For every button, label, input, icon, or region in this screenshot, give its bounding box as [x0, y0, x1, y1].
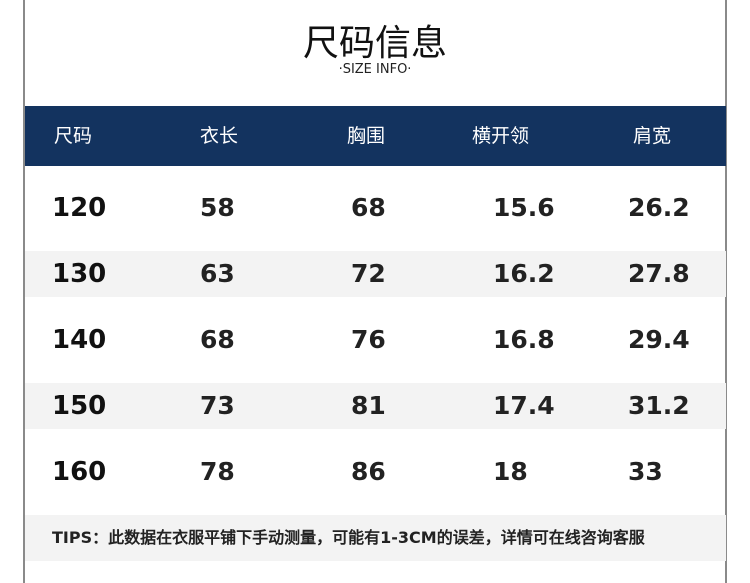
table-row: 150 73 81 17.4 31.2 [25, 383, 726, 429]
table-row: 160 78 86 18 33 [25, 449, 726, 495]
table-cell: 68 [351, 193, 386, 222]
table-cell: 17.4 [493, 391, 555, 420]
table-cell: 120 [52, 193, 107, 223]
table-cell: 73 [200, 391, 235, 420]
page-subtitle: ·SIZE INFO· [338, 62, 412, 77]
table-cell: 76 [351, 325, 386, 354]
column-header: 胸围 [347, 125, 386, 147]
table-cell: 58 [200, 193, 235, 222]
tips-note: TIPS：此数据在衣服平铺下手动测量，可能有1-3CM的误差，详情可在线咨询客服 [25, 515, 726, 561]
table-row: 140 68 76 16.8 29.4 [25, 317, 726, 363]
table-cell: 33 [628, 457, 663, 486]
table-cell: 160 [52, 457, 107, 487]
table-cell: 16.2 [493, 259, 555, 288]
table-cell: 26.2 [628, 193, 690, 222]
table-cell: 140 [52, 325, 107, 355]
table-cell: 31.2 [628, 391, 690, 420]
table-cell: 81 [351, 391, 386, 420]
table-row: 130 63 72 16.2 27.8 [25, 251, 726, 297]
table-cell: 16.8 [493, 325, 555, 354]
table-cell: 86 [351, 457, 386, 486]
table-cell: 130 [52, 259, 107, 289]
table-cell: 78 [200, 457, 235, 486]
table-header: 尺码 衣长 胸围 横开领 肩宽 [25, 106, 726, 166]
right-border [725, 0, 727, 583]
table-cell: 18 [493, 457, 528, 486]
table-cell: 63 [200, 259, 235, 288]
column-header: 横开领 [472, 125, 530, 147]
column-header: 肩宽 [633, 125, 672, 147]
table-cell: 72 [351, 259, 386, 288]
table-row: 120 58 68 15.6 26.2 [25, 185, 726, 231]
table-cell: 29.4 [628, 325, 690, 354]
table-cell: 15.6 [493, 193, 555, 222]
table-cell: 150 [52, 391, 107, 421]
table-cell: 27.8 [628, 259, 690, 288]
left-border [23, 0, 25, 583]
column-header: 尺码 [54, 125, 93, 147]
column-header: 衣长 [200, 125, 239, 147]
page-title: 尺码信息 [302, 23, 447, 64]
table-cell: 68 [200, 325, 235, 354]
